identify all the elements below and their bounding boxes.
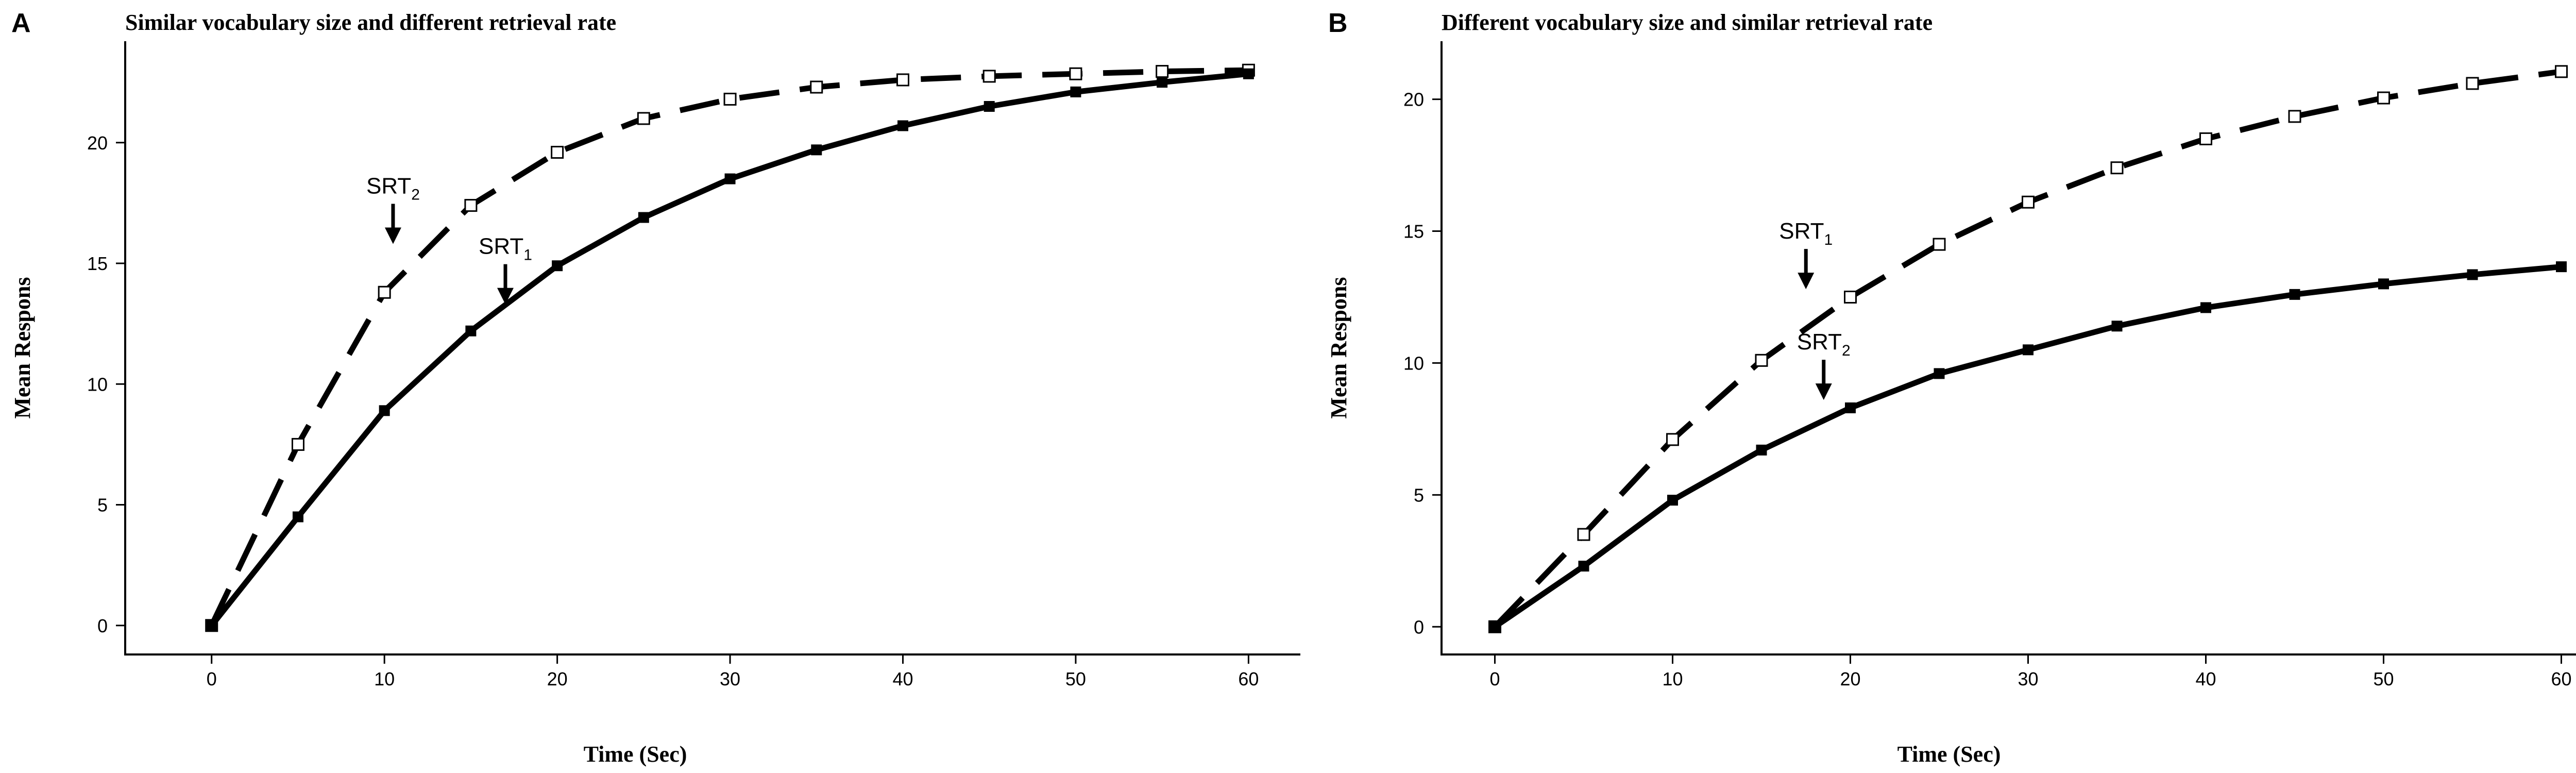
- panel-a-series-dashed-point: [1156, 65, 1169, 78]
- panel-b-x-tick-label: 30: [2018, 668, 2038, 690]
- panel-b-series-solid-point: [2023, 344, 2033, 356]
- panel-a-x-tick-label: 20: [547, 668, 568, 690]
- panel-a-series-solid-point: [724, 173, 736, 184]
- panel-b-series-dashed-point: [2555, 65, 2568, 78]
- panel-a-series-dashed-point: [723, 92, 737, 106]
- panel-b-srt-arrow-head-icon: [1798, 273, 1815, 290]
- panel-a-series-solid-point: [1243, 68, 1254, 79]
- panel-a-srt-arrow-head-icon: [497, 288, 514, 305]
- panel-a-srt-annotation-label: SRT1: [479, 234, 532, 264]
- panel-b-y-tick-label: 20: [1403, 89, 1424, 110]
- panel-a-series-dashed-line: [209, 67, 1249, 627]
- panel-b-series-dashed-point: [1933, 238, 1946, 251]
- panel-b-series-solid-point: [1756, 444, 1767, 456]
- panel-b-series-dashed-point: [1577, 528, 1590, 541]
- panel-a-series-solid-point: [638, 212, 649, 223]
- panel-a-series-solid-point: [465, 325, 477, 337]
- panel-b-series-solid-point: [2556, 261, 2567, 273]
- panel-b-x-tick-label: 40: [2195, 668, 2216, 690]
- panel-b-series-solid-point: [2378, 278, 2389, 290]
- panel-b-x-tick-label: 50: [2373, 668, 2394, 690]
- panel-a-srt-annotation-label: SRT2: [366, 174, 420, 204]
- chart-panel-b: B Different vocabulary size and similar …: [1326, 8, 2576, 767]
- panel-a-series-dashed-point: [810, 80, 823, 94]
- panel-a-x-tick-label: 10: [374, 668, 395, 690]
- panel-b-series-dashed-point: [2199, 132, 2212, 145]
- panel-a-title: Similar vocabulary size and different re…: [125, 10, 616, 35]
- panel-a-series-solid-point: [984, 100, 995, 112]
- panel-b-x-tick-label: 10: [1662, 668, 1683, 690]
- panel-b-series-dashed-point: [2288, 110, 2301, 123]
- panel-b-series-solid-point: [2467, 269, 2478, 280]
- panel-a-y-tick-label: 0: [97, 615, 108, 636]
- panel-b-x-tick-label: 0: [1489, 668, 1500, 690]
- panel-b-series-dashed-point: [2377, 91, 2390, 105]
- panel-b-srt-annotation-label: SRT1: [1779, 219, 1833, 248]
- panel-a-series-dashed-point: [982, 70, 996, 83]
- panel-a-y-axis-label: Mean Respons: [10, 277, 35, 418]
- panel-a-series-solid-point: [1070, 86, 1081, 97]
- panel-b-title: Different vocabulary size and similar re…: [1442, 10, 1933, 35]
- panel-a-x-tick-label: 30: [720, 668, 740, 690]
- panel-b-series-dashed-point: [1666, 433, 1679, 446]
- panel-b-series-dashed-point: [2022, 195, 2035, 209]
- panel-b-srt-arrow-head-icon: [1815, 383, 1832, 400]
- panel-a-series-solid-point: [811, 144, 822, 156]
- panel-a-series-solid-point: [292, 511, 303, 523]
- panel-b-y-tick-label: 0: [1414, 616, 1424, 637]
- panel-b-x-tick-label: 60: [2551, 668, 2571, 690]
- panel-b-x-axis-label: Time (Sec): [1897, 742, 2001, 767]
- panel-a-y-tick-label: 5: [97, 495, 108, 516]
- panel-b-y-tick-label: 5: [1414, 484, 1424, 506]
- panel-a-series-solid-point: [206, 620, 217, 631]
- panel-b-series-solid-point: [1578, 561, 1589, 572]
- panel-a-series-dashed-point: [896, 73, 909, 87]
- panel-b-srt-annotation-label: SRT2: [1797, 329, 1851, 359]
- panel-a-series-dashed-point: [637, 112, 650, 125]
- panel-b-series-solid-point: [2289, 289, 2300, 300]
- panel-b-series-solid-point: [2111, 321, 2123, 332]
- panel-b-x-tick-label: 20: [1840, 668, 1860, 690]
- panel-a-series-dashed-point: [378, 285, 391, 299]
- panel-a-y-tick-label: 15: [87, 253, 108, 274]
- panel-a-series-dashed-point: [464, 199, 478, 212]
- chart-panel-a: A Similar vocabulary size and different …: [10, 8, 1300, 767]
- panel-a-series-solid-point: [552, 260, 563, 272]
- panel-a-x-tick-label: 0: [207, 668, 217, 690]
- panel-b-y-tick-label: 15: [1403, 221, 1424, 242]
- panel-a-series-dashed-point: [551, 146, 564, 159]
- panel-a-x-tick-label: 60: [1238, 668, 1259, 690]
- panel-b-series-solid-point: [1934, 368, 1945, 379]
- panel-a-x-tick-label: 50: [1065, 668, 1086, 690]
- panel-a-y-tick-label: 20: [87, 132, 108, 154]
- panel-b-y-tick-label: 10: [1403, 352, 1424, 374]
- panel-a-series-dashed-point: [291, 438, 304, 451]
- panel-a-srt-arrow-head-icon: [384, 227, 401, 244]
- panel-a-series-solid-line: [209, 71, 1249, 628]
- panel-letter-b: B: [1328, 8, 1348, 38]
- panel-a-x-tick-label: 40: [892, 668, 913, 690]
- panel-b-series-solid-line: [1493, 264, 2562, 629]
- panel-a-x-axis-label: Time (Sec): [584, 742, 687, 767]
- panel-b-series-dashed-point: [2466, 77, 2479, 90]
- panel-a-series-solid-point: [379, 405, 390, 416]
- panel-b-series-solid-point: [1845, 402, 1856, 413]
- panel-b-series-dashed-point: [2110, 161, 2124, 175]
- panel-b-series-dashed-point: [1755, 354, 1768, 367]
- panel-b-series-solid-point: [2200, 302, 2211, 313]
- panel-a-series-solid-point: [897, 120, 908, 131]
- panel-b-series-dashed-point: [1844, 290, 1857, 304]
- panel-a-y-tick-label: 10: [87, 374, 108, 395]
- panel-b-y-axis-label: Mean Respons: [1326, 277, 1351, 418]
- panel-a-series-dashed-point: [1069, 67, 1082, 80]
- panel-a-series-solid-point: [1157, 77, 1168, 88]
- panel-b-series-solid-point: [1489, 621, 1500, 632]
- panel-letter-a: A: [11, 8, 31, 38]
- panel-b-series-solid-point: [1667, 495, 1678, 506]
